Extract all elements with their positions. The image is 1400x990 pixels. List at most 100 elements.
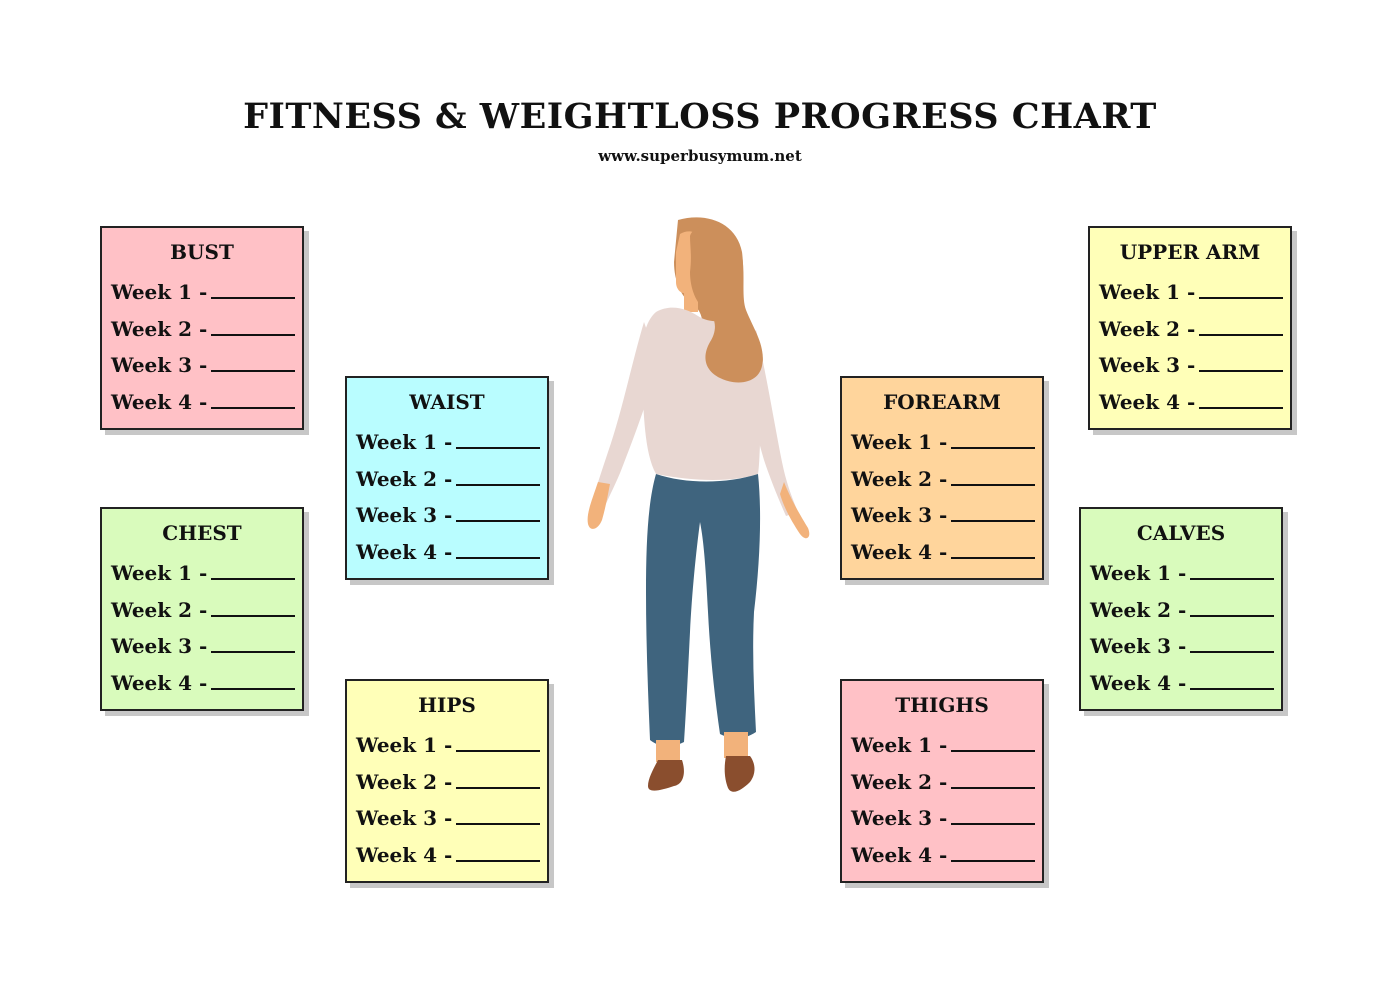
figure-hand-right bbox=[780, 482, 810, 539]
week-row: Week 2 - bbox=[111, 592, 299, 629]
entry-line[interactable] bbox=[211, 563, 296, 580]
week-row: Week 3 - bbox=[851, 800, 1039, 837]
website-url: www.superbusymum.net bbox=[598, 147, 802, 165]
entry-line[interactable] bbox=[1190, 673, 1275, 690]
week-row: Week 3 - bbox=[1090, 628, 1278, 665]
figure-ankle-left bbox=[656, 740, 680, 762]
entry-line[interactable] bbox=[456, 432, 541, 449]
entry-line[interactable] bbox=[1199, 392, 1284, 409]
week-row: Week 1 - bbox=[111, 274, 299, 311]
card-title-thighs: THIGHS bbox=[895, 693, 989, 717]
week-label: Week 4 - bbox=[851, 842, 948, 867]
card-title-forearm: FOREARM bbox=[883, 390, 1001, 414]
card-hips: HIPS Week 1 - Week 2 - Week 3 - Week 4 - bbox=[345, 679, 549, 883]
figure-ankle-right bbox=[724, 732, 748, 758]
week-label: Week 1 - bbox=[1090, 561, 1187, 585]
entry-line[interactable] bbox=[456, 808, 541, 825]
card-chest: CHEST Week 1 - Week 2 - Week 3 - Week 4 … bbox=[100, 507, 304, 711]
entry-line[interactable] bbox=[951, 432, 1036, 449]
card-title-hips: HIPS bbox=[418, 693, 476, 717]
week-row: Week 2 - bbox=[851, 461, 1039, 498]
week-label: Week 4 - bbox=[1099, 389, 1196, 414]
entry-line[interactable] bbox=[1190, 563, 1275, 580]
entry-line[interactable] bbox=[211, 673, 296, 690]
week-label: Week 2 - bbox=[851, 769, 948, 794]
week-row: Week 4 - bbox=[356, 837, 544, 874]
week-row: Week 1 - bbox=[1090, 555, 1278, 592]
entry-line[interactable] bbox=[456, 542, 541, 559]
week-row: Week 2 - bbox=[111, 311, 299, 348]
week-label: Week 2 - bbox=[356, 769, 453, 794]
entry-line[interactable] bbox=[456, 845, 541, 862]
entry-line[interactable] bbox=[456, 735, 541, 752]
week-label: Week 1 - bbox=[851, 430, 948, 454]
week-row: Week 4 - bbox=[356, 534, 544, 571]
figure-arm-left bbox=[589, 322, 658, 521]
week-label: Week 1 - bbox=[1099, 280, 1196, 304]
card-waist: WAIST Week 1 - Week 2 - Week 3 - Week 4 … bbox=[345, 376, 549, 580]
entry-line[interactable] bbox=[951, 808, 1036, 825]
week-row: Week 4 - bbox=[111, 384, 299, 421]
woman-figure-icon bbox=[587, 217, 810, 792]
figure-shoe-right bbox=[724, 756, 755, 792]
entry-line[interactable] bbox=[456, 469, 541, 486]
week-row: Week 1 - bbox=[111, 555, 299, 592]
week-row: Week 3 - bbox=[356, 800, 544, 837]
week-label: Week 1 - bbox=[111, 280, 208, 304]
entry-line[interactable] bbox=[1190, 636, 1275, 653]
week-row: Week 4 - bbox=[111, 665, 299, 702]
entry-line[interactable] bbox=[211, 636, 296, 653]
card-title-upper-arm: UPPER ARM bbox=[1119, 240, 1261, 264]
week-row: Week 2 - bbox=[1090, 592, 1278, 629]
week-label: Week 3 - bbox=[356, 503, 453, 527]
week-label: Week 3 - bbox=[1099, 353, 1196, 377]
week-label: Week 1 - bbox=[356, 733, 453, 757]
week-row: Week 4 - bbox=[1090, 665, 1278, 702]
week-row: Week 2 - bbox=[851, 764, 1039, 801]
entry-line[interactable] bbox=[211, 319, 296, 336]
figure-shoe-left bbox=[648, 760, 684, 791]
week-label: Week 3 - bbox=[111, 634, 208, 658]
week-label: Week 2 - bbox=[111, 597, 208, 622]
figure-hand-left bbox=[587, 482, 610, 529]
card-forearm: FOREARM Week 1 - Week 2 - Week 3 - Week … bbox=[840, 376, 1044, 580]
week-label: Week 3 - bbox=[851, 503, 948, 527]
entry-line[interactable] bbox=[1199, 355, 1284, 372]
page-title: FITNESS & WEIGHTLOSS PROGRESS CHART bbox=[243, 96, 1157, 137]
entry-line[interactable] bbox=[211, 392, 296, 409]
week-row: Week 1 - bbox=[851, 727, 1039, 764]
week-row: Week 3 - bbox=[111, 628, 299, 665]
entry-line[interactable] bbox=[211, 355, 296, 372]
week-label: Week 2 - bbox=[111, 316, 208, 341]
week-row: Week 4 - bbox=[1099, 384, 1287, 421]
entry-line[interactable] bbox=[951, 469, 1036, 486]
entry-line[interactable] bbox=[211, 282, 296, 299]
week-label: Week 4 - bbox=[851, 539, 948, 564]
entry-line[interactable] bbox=[951, 772, 1036, 789]
week-label: Week 1 - bbox=[111, 561, 208, 585]
week-label: Week 3 - bbox=[356, 806, 453, 830]
entry-line[interactable] bbox=[456, 505, 541, 522]
entry-line[interactable] bbox=[456, 772, 541, 789]
week-row: Week 4 - bbox=[851, 534, 1039, 571]
week-label: Week 3 - bbox=[111, 353, 208, 377]
entry-line[interactable] bbox=[951, 845, 1036, 862]
entry-line[interactable] bbox=[1190, 600, 1275, 617]
entry-line[interactable] bbox=[1199, 282, 1284, 299]
week-label: Week 4 - bbox=[111, 389, 208, 414]
week-label: Week 3 - bbox=[851, 806, 948, 830]
card-calves: CALVES Week 1 - Week 2 - Week 3 - Week 4… bbox=[1079, 507, 1283, 711]
week-label: Week 2 - bbox=[1099, 316, 1196, 341]
week-label: Week 4 - bbox=[356, 842, 453, 867]
week-row: Week 3 - bbox=[851, 497, 1039, 534]
card-title-waist: WAIST bbox=[409, 390, 485, 414]
entry-line[interactable] bbox=[211, 600, 296, 617]
entry-line[interactable] bbox=[1199, 319, 1284, 336]
entry-line[interactable] bbox=[951, 505, 1036, 522]
week-label: Week 1 - bbox=[851, 733, 948, 757]
week-label: Week 3 - bbox=[1090, 634, 1187, 658]
week-row: Week 1 - bbox=[356, 727, 544, 764]
week-row: Week 2 - bbox=[1099, 311, 1287, 348]
entry-line[interactable] bbox=[951, 542, 1036, 559]
entry-line[interactable] bbox=[951, 735, 1036, 752]
